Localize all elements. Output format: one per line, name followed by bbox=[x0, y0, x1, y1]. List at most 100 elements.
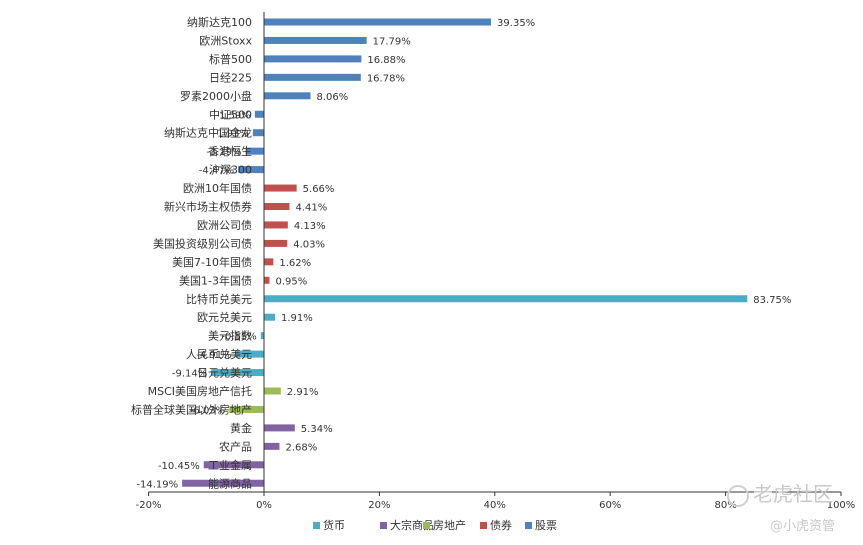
legend-label: 房地产 bbox=[433, 518, 466, 532]
tiger-logo-icon bbox=[727, 484, 749, 507]
value-label: 4.13% bbox=[294, 221, 326, 232]
legend-label: 股票 bbox=[535, 519, 557, 532]
bar bbox=[264, 221, 288, 229]
legend: 货币 大宗商品 房地产 债券 股票 bbox=[313, 518, 557, 532]
bar bbox=[254, 110, 264, 118]
axes-layer: -20% 0% 20% 40% 60% 80% 100% bbox=[136, 12, 856, 511]
category-label: MSCI美国房地产信托 bbox=[148, 384, 252, 398]
value-label: 39.35% bbox=[497, 18, 535, 29]
bar bbox=[264, 295, 748, 303]
value-label: 0.95% bbox=[275, 276, 307, 287]
x-tick-label: -20% bbox=[136, 500, 162, 511]
category-label: 沪深300 bbox=[209, 163, 252, 177]
bar bbox=[264, 442, 280, 450]
bar bbox=[203, 461, 264, 469]
category-label: 纳斯达克100 bbox=[187, 16, 252, 29]
bar bbox=[264, 203, 290, 210]
bar bbox=[264, 92, 311, 100]
category-label: 中证500 bbox=[209, 108, 252, 121]
value-label: 83.75% bbox=[753, 295, 791, 306]
category-label: 欧洲公司债 bbox=[197, 218, 252, 232]
value-label: 4.41% bbox=[295, 203, 327, 214]
watermark-handle: @小虎资管 bbox=[770, 519, 836, 534]
bar bbox=[245, 147, 264, 155]
category-label: 美国投资级别公司债 bbox=[153, 236, 252, 250]
bar bbox=[264, 55, 362, 63]
value-label: 1.62% bbox=[279, 258, 311, 269]
category-label: 香港恒生 bbox=[208, 144, 252, 158]
x-tick-label: 60% bbox=[599, 500, 621, 511]
x-tick-label: 80% bbox=[714, 500, 736, 511]
value-label: 17.79% bbox=[373, 36, 411, 47]
bar bbox=[229, 405, 264, 413]
bar bbox=[264, 424, 295, 432]
category-label: 纳斯达克中国金龙 bbox=[164, 126, 252, 140]
value-label: -10.45% bbox=[158, 461, 200, 472]
x-tick-label: 20% bbox=[368, 500, 390, 511]
category-label: 工业金属 bbox=[208, 458, 252, 472]
bar bbox=[264, 184, 297, 192]
legend-swatch bbox=[313, 522, 320, 529]
legend-label: 货币 bbox=[323, 518, 345, 532]
category-label: 比特币兑美元 bbox=[186, 292, 252, 306]
bar bbox=[264, 387, 281, 395]
category-label: 人民币兑美元 bbox=[186, 347, 252, 361]
category-label: 标普全球美国以外房地产 bbox=[131, 402, 252, 416]
bar bbox=[182, 479, 264, 487]
value-label: -4.91% bbox=[196, 350, 231, 361]
category-label: 日经225 bbox=[209, 71, 252, 84]
value-label: -6.03% bbox=[190, 405, 225, 416]
value-label: 5.34% bbox=[301, 424, 333, 435]
category-label: 欧洲10年国债 bbox=[183, 181, 252, 195]
value-label: -1.93% bbox=[213, 129, 248, 140]
legend-swatch bbox=[380, 522, 387, 529]
bar bbox=[264, 36, 367, 44]
category-label: 罗素2000小盘 bbox=[180, 89, 252, 103]
bar bbox=[264, 276, 270, 284]
category-label: 农产品 bbox=[219, 439, 252, 453]
value-label: -3.19% bbox=[206, 147, 241, 158]
category-label: 欧元兑美元 bbox=[197, 310, 252, 324]
category-label: 能源商品 bbox=[208, 476, 252, 490]
bar bbox=[264, 18, 492, 26]
legend-swatch bbox=[480, 522, 487, 529]
legend-label: 债券 bbox=[490, 518, 512, 532]
watermark-brand-text: 老虎社区 bbox=[753, 482, 833, 506]
bar bbox=[238, 166, 264, 174]
bar bbox=[264, 313, 276, 321]
x-tick-label: 0% bbox=[256, 500, 272, 511]
bar bbox=[260, 332, 264, 340]
value-label: 4.03% bbox=[293, 239, 325, 250]
bar bbox=[264, 258, 274, 266]
legend-swatch bbox=[423, 522, 430, 529]
category-label: 新兴市场主权债券 bbox=[164, 200, 252, 214]
value-label: 5.66% bbox=[303, 184, 335, 195]
category-label: 美国1-3年国债 bbox=[179, 273, 252, 287]
value-label: -9.14% bbox=[172, 369, 207, 380]
bar bbox=[235, 350, 264, 358]
bar bbox=[211, 369, 264, 377]
value-label: 2.68% bbox=[285, 442, 317, 453]
value-labels-layer: 39.35% 17.79% 16.88% 16.78% 8.06% -1.59% -1.93… bbox=[136, 18, 791, 490]
x-tick-label: 100% bbox=[827, 500, 856, 511]
x-tick-label: 40% bbox=[484, 500, 506, 511]
value-label: 1.91% bbox=[281, 313, 313, 324]
category-label: 美元指数 bbox=[208, 329, 252, 343]
bar bbox=[264, 73, 361, 81]
value-label: -4.47% bbox=[199, 166, 234, 177]
legend-swatch bbox=[525, 522, 532, 529]
watermark-brand: 老虎社区 bbox=[727, 478, 833, 507]
value-label: -1.59% bbox=[215, 110, 250, 121]
category-label: 日元兑美元 bbox=[197, 366, 252, 380]
value-label: 8.06% bbox=[317, 92, 349, 103]
value-label: 2.91% bbox=[287, 387, 319, 398]
category-label: 欧洲Stoxx bbox=[199, 34, 252, 47]
bar bbox=[252, 129, 264, 137]
category-label: 黄金 bbox=[230, 421, 252, 435]
bars-layer bbox=[182, 18, 748, 487]
value-label: -0.55% bbox=[221, 332, 256, 343]
bar bbox=[264, 239, 288, 247]
value-label: -14.19% bbox=[136, 479, 178, 490]
